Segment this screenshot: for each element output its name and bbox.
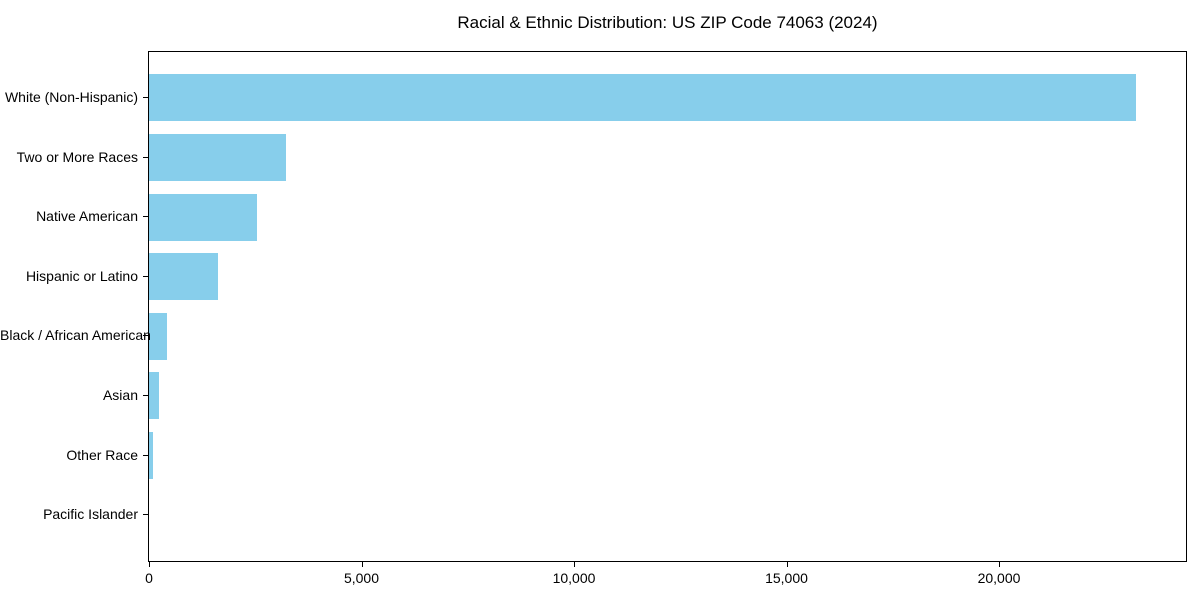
x-tick-label: 20,000 xyxy=(977,570,1021,586)
x-tick-mark xyxy=(149,562,150,567)
y-tick-mark xyxy=(143,276,148,277)
y-tick-mark xyxy=(143,455,148,456)
bar xyxy=(149,372,159,420)
bar xyxy=(149,432,153,479)
y-tick-mark xyxy=(143,216,148,217)
x-tick-label: 0 xyxy=(145,570,153,586)
y-axis-label: Hispanic or Latino xyxy=(25,267,138,284)
x-tick-mark xyxy=(999,562,1000,567)
y-tick-mark xyxy=(143,97,148,98)
chart-title: Racial & Ethnic Distribution: US ZIP Cod… xyxy=(457,13,878,32)
y-axis-label: Other Race xyxy=(66,446,138,463)
bar xyxy=(149,74,1137,122)
y-axis-label: Two or More Races xyxy=(16,148,138,165)
x-tick-label: 15,000 xyxy=(765,570,808,586)
y-axis-label: White (Non-Hispanic) xyxy=(4,88,138,105)
y-tick-mark xyxy=(143,157,148,158)
y-tick-mark xyxy=(143,514,148,515)
bar xyxy=(149,253,219,301)
y-axis-label: Pacific Islander xyxy=(43,506,138,523)
x-tick-mark xyxy=(787,562,788,567)
bar xyxy=(149,312,167,360)
x-tick-mark xyxy=(574,562,575,567)
plot-area xyxy=(148,51,1187,562)
y-axis-label: Black / African American xyxy=(0,327,151,344)
bar xyxy=(149,134,287,181)
x-tick-label: 5,000 xyxy=(343,570,380,586)
y-axis-label: Native American xyxy=(36,208,138,225)
x-tick-label: 10,000 xyxy=(552,570,596,586)
x-tick-mark xyxy=(362,562,363,567)
bar xyxy=(149,193,257,241)
y-tick-mark xyxy=(143,395,148,396)
y-axis-label: Asian xyxy=(102,386,138,403)
y-tick-mark xyxy=(143,335,148,336)
